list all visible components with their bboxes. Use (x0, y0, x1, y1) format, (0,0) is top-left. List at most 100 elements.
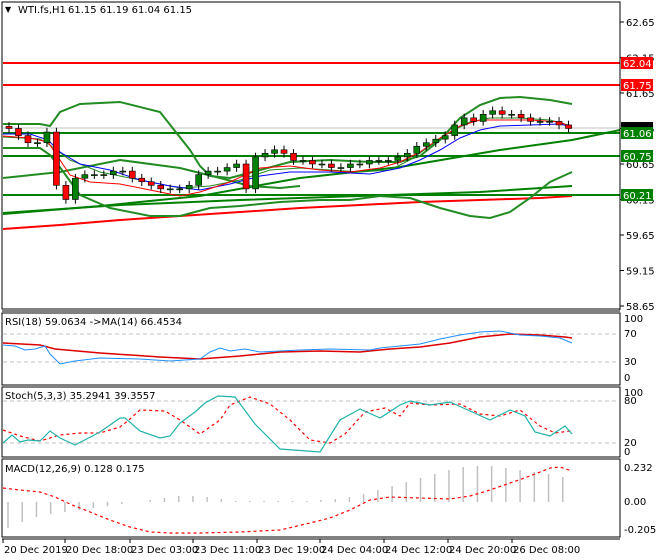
candle (43, 131, 51, 144)
candle (280, 149, 288, 154)
candle (204, 170, 212, 175)
candle (72, 177, 79, 200)
level-value: 61.75 (623, 81, 652, 92)
candle (375, 160, 383, 162)
time-label: 24 Dec 20:00 (449, 545, 516, 556)
dropdown-triangle-icon[interactable]: ▼ (5, 5, 12, 14)
bollinger-upper (3, 95, 573, 180)
time-label: 26 Dec 08:00 (513, 545, 580, 556)
candle (546, 121, 553, 123)
candle (318, 163, 326, 166)
trend-line-lower (2, 185, 573, 214)
svg-text:-0.205: -0.205 (624, 525, 656, 536)
svg-text:0: 0 (624, 447, 630, 458)
time-label: 23 Dec 03:00 (131, 545, 198, 556)
svg-text:80: 80 (624, 396, 637, 407)
stoch-main-line (2, 395, 573, 453)
candle (15, 128, 22, 136)
candle (328, 163, 335, 168)
level-value: 60.75 (623, 152, 652, 163)
candle (5, 126, 13, 129)
current-price-tag (621, 122, 653, 128)
svg-text:100: 100 (624, 314, 643, 325)
candle (242, 163, 250, 190)
candle (356, 163, 364, 166)
candle (233, 163, 240, 168)
ohlc-values: 61.15 61.19 61.04 61.15 (68, 5, 192, 16)
candle (489, 110, 496, 115)
candle (517, 114, 525, 119)
candle (451, 124, 459, 136)
macd-panel[interactable]: MACD(12,26,9) 0.128 0.175 0.232 0.00 -0.… (1, 458, 656, 538)
time-label: 20 Dec 2019 (4, 545, 68, 556)
level-value: 60.21 (623, 191, 652, 202)
candle (166, 188, 174, 191)
symbol-label: WTI.fs,H1 (18, 5, 66, 16)
candle (555, 121, 563, 126)
candle (403, 153, 411, 158)
time-label: 23 Dec 19:00 (258, 545, 325, 556)
candle (110, 170, 117, 175)
stochastic-panel[interactable]: Stoch(5,3,3) 35.2941 39.3557 100 80 20 0 (1, 386, 643, 458)
time-label: 23 Dec 11:00 (194, 545, 261, 556)
candle (261, 153, 269, 158)
candle (185, 185, 193, 190)
candle (195, 174, 202, 186)
svg-text:20: 20 (624, 438, 637, 449)
candle (527, 117, 534, 122)
price-tick: 61.65 (626, 89, 655, 100)
candle (498, 110, 506, 115)
candle (290, 153, 297, 161)
svg-text:0.00: 0.00 (624, 497, 646, 508)
main-price-panel[interactable]: ▼ WTI.fs,H1 61.15 61.19 61.04 61.15 (1, 1, 621, 310)
rsi-label: RSI(18) 59.0634 ->MA(14) 66.4534 (5, 317, 182, 328)
time-label: 24 Dec 12:00 (385, 545, 452, 556)
candles[interactable] (5, 106, 572, 204)
rsi-panel[interactable]: RSI(18) 59.0634 ->MA(14) 66.4534 100 70 … (1, 310, 643, 386)
level-tag-62-04 (621, 57, 653, 69)
svg-text:70: 70 (624, 329, 637, 340)
price-tick: 59.15 (626, 267, 655, 278)
candle (347, 163, 354, 168)
price-tick: 59.65 (626, 231, 655, 242)
candle (62, 185, 70, 200)
candle (460, 117, 468, 126)
candle (271, 149, 278, 154)
candle (176, 188, 183, 191)
candle (53, 131, 60, 186)
candle (394, 156, 402, 161)
time-label: 24 Dec 04:00 (321, 545, 388, 556)
candle (252, 156, 259, 190)
price-tick: 62.65 (626, 18, 655, 29)
rsi-line (2, 330, 573, 365)
stoch-label: Stoch(5,3,3) 35.2941 39.3557 (5, 391, 156, 402)
svg-text:30: 30 (624, 357, 637, 368)
candle (385, 160, 392, 162)
candle (432, 138, 440, 143)
candle (337, 167, 345, 169)
candle (366, 160, 373, 165)
macd-axis: 0.232 0.00 -0.205 (624, 463, 656, 536)
candle (223, 167, 231, 172)
candle (119, 170, 127, 173)
bollinger-mid-small (2, 158, 301, 190)
candle (138, 177, 146, 183)
time-label: 20 Dec 18:00 (66, 545, 133, 556)
level-tag-61-06 (621, 127, 653, 139)
candle (34, 142, 41, 144)
candle (309, 160, 316, 165)
level-tag-60-21 (621, 189, 653, 201)
ma-slow-line (3, 123, 573, 191)
price-tick: 58.65 (626, 302, 655, 313)
candle (479, 114, 487, 122)
stoch-signal-line (2, 396, 573, 444)
price-axis: 62.6562.1561.6561.1560.6560.1559.6559.15… (619, 2, 655, 313)
macd-label: MACD(12,26,9) 0.128 0.175 (5, 464, 145, 475)
candle (422, 142, 430, 147)
svg-text:0: 0 (624, 373, 630, 384)
rsi-axis: 100 70 30 0 (624, 314, 643, 384)
candle (470, 117, 477, 122)
candle (128, 170, 136, 179)
